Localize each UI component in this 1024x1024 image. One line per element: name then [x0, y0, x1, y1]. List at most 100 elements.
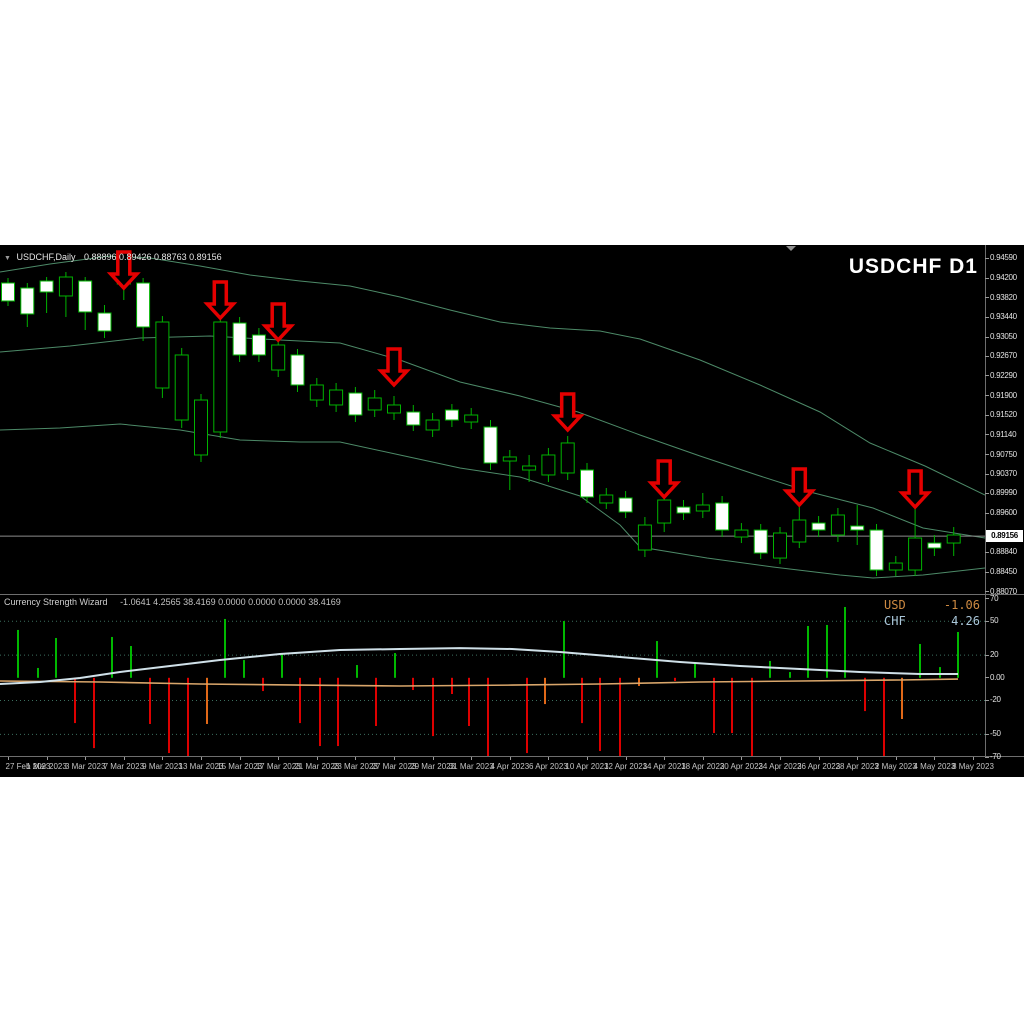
candlestick: [580, 463, 594, 503]
candlestick: [290, 348, 305, 392]
date-tick: [123, 757, 125, 760]
price-tick: [985, 297, 989, 299]
candlestick: [483, 420, 498, 471]
candlestick: [522, 454, 537, 482]
price-axis-separator: [985, 245, 986, 757]
strength-readouts: USD -1.06 CHF 4.26: [884, 597, 980, 629]
date-axis-label: 28 Apr 2023: [835, 762, 879, 771]
sell-arrow-icon[interactable]: [647, 459, 682, 500]
candlestick: [348, 386, 363, 423]
date-tick: [895, 757, 897, 760]
current-price-box: 0.89156: [986, 530, 1023, 543]
candlestick: [695, 492, 710, 519]
date-tick: [239, 757, 241, 760]
usd-label: USD: [884, 598, 906, 612]
date-axis-label: 21 Mar 2023: [294, 762, 340, 771]
date-axis-label: 9 Mar 2023: [142, 762, 183, 771]
price-tick: [985, 512, 989, 514]
main-chart-svg[interactable]: [0, 245, 985, 594]
sell-arrow-icon[interactable]: [261, 302, 296, 343]
indicator-axis-label: 50: [990, 616, 999, 626]
candlestick: [309, 377, 324, 407]
date-tick: [394, 757, 395, 760]
indicator-header: Currency Strength Wizard -1.0641 4.2565 …: [4, 597, 341, 607]
symbol-period-label: USDCHF,Daily: [16, 252, 76, 262]
usd-strength-line: [0, 678, 959, 687]
date-axis-label: 4 May 2023: [913, 762, 956, 771]
price-axis-label: 0.88070: [990, 586, 1017, 596]
indicator-tick: [985, 598, 989, 600]
date-tick: [934, 757, 936, 760]
indicator-tick: [985, 699, 989, 701]
candlestick: [850, 504, 865, 546]
chf-label: CHF: [884, 614, 906, 628]
price-axis-label: 0.94590: [990, 253, 1017, 263]
candlestick: [657, 492, 672, 533]
date-axis-label: 27 Feb 2023: [5, 762, 51, 771]
candlestick: [560, 436, 575, 480]
candlestick: [194, 393, 208, 462]
chf-strength-line: [0, 647, 958, 685]
sell-arrow-icon[interactable]: [782, 467, 817, 508]
price-axis-label: 0.88840: [990, 547, 1017, 557]
candlestick: [676, 500, 691, 521]
date-axis-label: 1 Mar 2023: [26, 762, 67, 771]
date-tick: [587, 757, 588, 760]
chart-title-bar: ▼ USDCHF,Daily 0.88896 0.89426 0.88763 0…: [4, 252, 222, 262]
sell-arrow-icon[interactable]: [376, 347, 412, 388]
candlestick: [271, 338, 286, 378]
sell-arrow-icon[interactable]: [550, 392, 585, 433]
candlestick: [251, 328, 266, 362]
price-axis-label: 0.90750: [990, 449, 1017, 459]
candlestick: [502, 449, 517, 491]
candlestick: [97, 304, 112, 339]
date-axis-separator: [0, 756, 1024, 757]
indicator-axis-label: -50: [990, 729, 1001, 739]
date-tick: [201, 757, 202, 760]
price-axis-label: 0.88450: [990, 567, 1017, 577]
date-tick: [818, 757, 820, 760]
usd-strength-row: USD -1.06: [884, 597, 980, 613]
indicator-axis-label: -70: [990, 752, 1001, 762]
candlestick: [464, 407, 479, 430]
date-axis-label: 15 Mar 2023: [217, 762, 263, 771]
bollinger-lower-band: [0, 423, 985, 579]
trading-chart-window[interactable]: ▼ USDCHF,Daily 0.88896 0.89426 0.88763 0…: [0, 245, 1024, 777]
chart-shift-marker-icon: [786, 246, 796, 251]
price-axis-label: 0.94200: [990, 273, 1017, 283]
date-axis-label: 31 Mar 2023: [448, 762, 494, 771]
indicator-axis-label: 20: [990, 650, 999, 660]
candlestick: [425, 413, 440, 437]
date-tick: [85, 757, 87, 760]
sell-arrow-icon[interactable]: [203, 280, 238, 321]
candlestick: [155, 316, 170, 398]
date-tick: [509, 757, 511, 760]
price-tick: [985, 375, 989, 377]
collapse-triangle-icon[interactable]: ▼: [4, 255, 11, 262]
candlestick: [773, 527, 787, 565]
date-axis-label: 10 Apr 2023: [565, 762, 609, 771]
sell-arrow-icon[interactable]: [106, 250, 141, 291]
date-axis-label: 29 Mar 2023: [410, 762, 456, 771]
candlestick: [406, 404, 421, 432]
date-tick: [316, 757, 318, 760]
candlestick: [58, 271, 73, 317]
usd-value: -1.06: [943, 598, 980, 612]
indicator-tick: [985, 654, 989, 656]
sell-arrow-icon[interactable]: [898, 469, 933, 510]
price-axis-label: 0.89600: [990, 508, 1017, 518]
candlestick: [734, 523, 749, 544]
indicator-tick: [985, 733, 989, 735]
price-tick: [985, 336, 989, 338]
indicator-svg[interactable]: [0, 596, 985, 756]
date-tick: [162, 757, 164, 760]
candlestick: [329, 382, 344, 412]
date-axis-label: 20 Apr 2023: [719, 762, 763, 771]
price-axis-label: 0.92290: [990, 370, 1017, 380]
price-axis-label: 0.90370: [990, 469, 1017, 479]
price-tick: [985, 316, 989, 318]
candlestick: [39, 277, 54, 314]
indicator-tick: [985, 620, 989, 622]
pane-separator[interactable]: [0, 594, 1024, 595]
